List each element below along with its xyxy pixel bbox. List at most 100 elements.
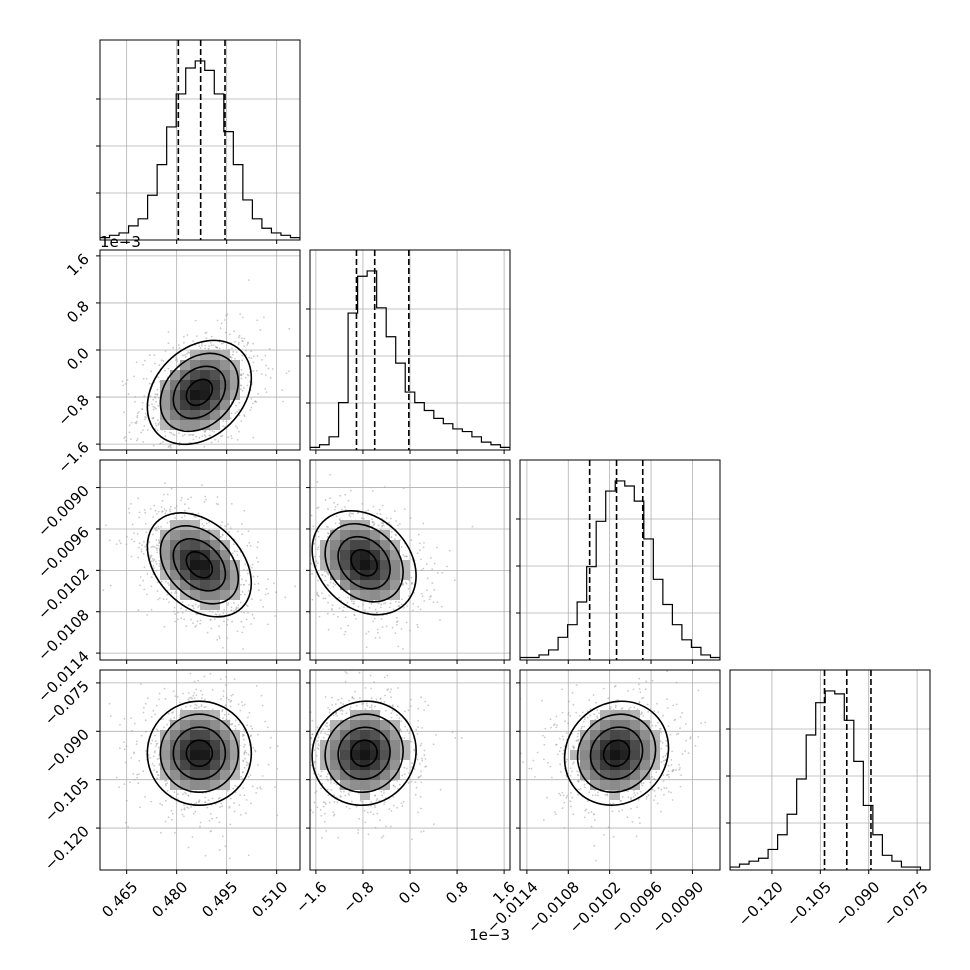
scatter-point bbox=[257, 733, 259, 736]
scatter-point bbox=[297, 571, 299, 573]
scatter-point bbox=[154, 362, 156, 365]
scatter-point bbox=[310, 737, 313, 740]
scatter-point bbox=[140, 548, 143, 551]
scatter-point bbox=[245, 349, 247, 352]
density-block bbox=[180, 760, 190, 770]
scatter-point bbox=[136, 414, 139, 417]
density-block bbox=[160, 770, 170, 780]
density-block bbox=[350, 770, 360, 780]
scatter-point bbox=[240, 583, 242, 586]
density-block bbox=[380, 540, 390, 550]
scatter-point bbox=[145, 531, 148, 534]
density-block bbox=[180, 780, 190, 790]
density-block bbox=[210, 360, 220, 370]
scatter-point bbox=[412, 609, 414, 612]
density-block bbox=[190, 770, 200, 780]
scatter-point bbox=[420, 781, 423, 784]
scatter-point bbox=[219, 806, 222, 808]
scatter-point bbox=[365, 632, 368, 635]
scatter-point bbox=[288, 370, 290, 373]
scatter-point bbox=[303, 713, 305, 715]
scatter-point bbox=[152, 755, 155, 758]
density-block bbox=[330, 760, 340, 770]
scatter-point bbox=[210, 830, 213, 832]
scatter-point bbox=[337, 615, 339, 618]
scatter-point bbox=[250, 725, 252, 728]
scatter-point bbox=[233, 330, 236, 333]
scatter-point bbox=[164, 435, 167, 437]
scatter-point bbox=[170, 818, 173, 821]
scatter-point bbox=[205, 337, 208, 340]
scatter-point bbox=[167, 342, 170, 345]
scatter-point bbox=[126, 379, 129, 381]
scatter-point bbox=[137, 609, 140, 612]
scatter-point bbox=[243, 337, 246, 340]
scatter-point bbox=[379, 513, 382, 516]
scatter-point bbox=[308, 538, 310, 540]
scatter-point bbox=[182, 692, 184, 695]
scatter-point bbox=[431, 582, 434, 584]
scatter-point bbox=[319, 809, 322, 811]
scatter-point bbox=[314, 767, 316, 770]
scatter-point bbox=[238, 723, 240, 726]
scatter-point bbox=[418, 763, 421, 765]
scatter-point bbox=[302, 532, 304, 534]
scatter-point bbox=[169, 508, 171, 511]
contour-line bbox=[350, 548, 378, 577]
scatter-point bbox=[160, 506, 163, 509]
scatter-point bbox=[390, 716, 393, 719]
scatter-point bbox=[408, 732, 411, 734]
scatter-point bbox=[118, 786, 120, 788]
scatter-point bbox=[333, 782, 336, 785]
scatter-point bbox=[404, 725, 406, 728]
density-block bbox=[170, 420, 180, 430]
scatter-point bbox=[158, 560, 161, 562]
scatter-point bbox=[224, 525, 227, 527]
scatter-point bbox=[349, 515, 352, 518]
scatter-point bbox=[325, 830, 328, 832]
density-block bbox=[190, 740, 200, 750]
scatter-point bbox=[417, 811, 419, 814]
scatter-point bbox=[376, 611, 378, 614]
scatter-point bbox=[326, 733, 328, 736]
scatter-point bbox=[160, 442, 162, 445]
scatter-point bbox=[312, 811, 314, 814]
scatter-point bbox=[231, 353, 234, 356]
scatter-point bbox=[344, 506, 346, 508]
scatter-point bbox=[370, 603, 373, 605]
density-block bbox=[180, 420, 190, 430]
scatter-point bbox=[144, 412, 147, 415]
scatter-point bbox=[183, 509, 186, 512]
density-block bbox=[180, 550, 190, 560]
scatter-point bbox=[317, 747, 319, 749]
scatter-point bbox=[382, 524, 385, 527]
scatter-point bbox=[330, 607, 333, 610]
density-block bbox=[380, 590, 390, 600]
scatter-point bbox=[154, 734, 156, 737]
scatter-point bbox=[273, 582, 275, 585]
density-block bbox=[330, 560, 340, 570]
scatter-point bbox=[410, 582, 413, 585]
scatter-point bbox=[185, 793, 188, 795]
scatter-point bbox=[158, 565, 161, 567]
scatter-point bbox=[211, 430, 214, 432]
scatter-point bbox=[194, 703, 197, 706]
scatter-point bbox=[252, 361, 255, 364]
density-block bbox=[380, 740, 390, 750]
density-block bbox=[210, 590, 220, 600]
density-block bbox=[210, 720, 220, 730]
density-block bbox=[210, 530, 220, 540]
density-block bbox=[390, 750, 400, 760]
scatter-point bbox=[433, 823, 435, 826]
scatter-point bbox=[315, 790, 318, 792]
density-block bbox=[330, 540, 340, 550]
density-block bbox=[360, 750, 370, 760]
scatter-point bbox=[115, 543, 118, 545]
scatter-point bbox=[384, 602, 387, 604]
scatter-point bbox=[402, 487, 405, 490]
scatter-point bbox=[242, 340, 244, 342]
scatter-point bbox=[195, 435, 197, 438]
scatter-point bbox=[242, 316, 244, 319]
contour-line bbox=[172, 365, 227, 420]
scatter-point bbox=[135, 361, 138, 364]
